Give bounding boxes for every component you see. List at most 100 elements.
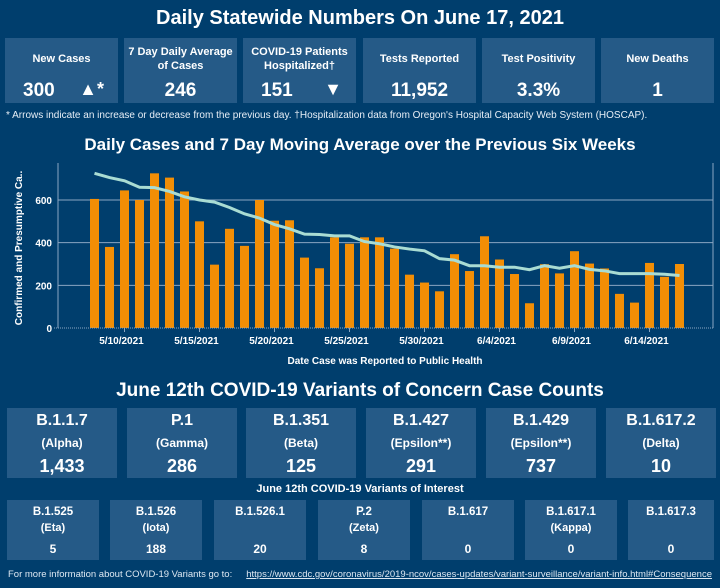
variant-name: B.1.427 bbox=[392, 412, 450, 429]
variant-count: 10 bbox=[650, 456, 672, 476]
variant-name: B.1.1.7 bbox=[36, 412, 88, 429]
variant-name: B.1.617.1 bbox=[546, 506, 596, 518]
x-tick-label: 5/25/2021 bbox=[324, 336, 369, 347]
variants-title: June 12th COVID-19 Variants of Concern C… bbox=[116, 380, 604, 401]
bar bbox=[150, 173, 159, 328]
bar bbox=[585, 263, 594, 328]
variant-interest-card: B.1.526.1 20 bbox=[214, 500, 306, 560]
kpi-value: 11,952 bbox=[390, 80, 449, 101]
y-tick-label: 0 bbox=[46, 324, 52, 335]
kpi-value: 3.3% bbox=[516, 80, 561, 101]
bar bbox=[480, 236, 489, 328]
bar bbox=[510, 274, 519, 328]
y-tick-label: 400 bbox=[35, 239, 52, 250]
footer-text: For more information about COVID-19 Vari… bbox=[8, 569, 233, 580]
variant-card: P.1 (Gamma) 286 bbox=[127, 408, 237, 478]
variant-card: B.1.427 (Epsilon**) 291 bbox=[366, 408, 476, 478]
down-arrow-icon: ▼ bbox=[324, 79, 342, 99]
bar bbox=[180, 191, 189, 328]
bar bbox=[525, 303, 534, 328]
footer: For more information about COVID-19 Vari… bbox=[8, 569, 712, 580]
bar bbox=[315, 268, 324, 328]
bar bbox=[390, 248, 399, 328]
bar bbox=[465, 271, 474, 328]
kpi-label: COVID-19 Patients Hospitalized† bbox=[251, 46, 348, 72]
variant-name: B.1.429 bbox=[512, 412, 570, 429]
kpi-card: Tests Reported 11,952 bbox=[363, 38, 476, 103]
variant-card: B.1.617.2 (Delta) 10 bbox=[606, 408, 716, 478]
bar bbox=[360, 237, 369, 328]
kpi-card: New Cases 300 ▲* bbox=[5, 38, 118, 103]
variant-name: B.1.526 bbox=[135, 506, 177, 518]
variant-interest-card: P.2 (Zeta) 8 bbox=[318, 500, 410, 560]
variant-count: 188 bbox=[145, 542, 167, 556]
variant-card: B.1.1.7 (Alpha) 1,433 bbox=[7, 408, 117, 478]
variants-interest-title: June 12th COVID-19 Variants of Interest bbox=[256, 483, 464, 495]
moving-average-line bbox=[94, 171, 680, 278]
variant-name: P.1 bbox=[171, 412, 193, 429]
footnote: * Arrows indicate an increase or decreas… bbox=[6, 110, 648, 121]
x-tick-label: 6/14/2021 bbox=[624, 336, 669, 347]
kpi-value: 1 bbox=[652, 80, 663, 101]
variant-interest-card: B.1.617.1 (Kappa) 0 bbox=[525, 500, 617, 560]
variant-greek: (Alpha) bbox=[41, 436, 83, 450]
bar bbox=[330, 237, 339, 328]
variant-count: 0 bbox=[464, 542, 472, 556]
variant-count: 737 bbox=[525, 456, 557, 476]
variant-name: B.1.526.1 bbox=[235, 506, 285, 518]
bar bbox=[195, 221, 204, 328]
bar bbox=[285, 220, 294, 328]
variant-card: B.1.429 (Epsilon**) 737 bbox=[486, 408, 596, 478]
x-tick-label: 6/9/2021 bbox=[552, 336, 591, 347]
bar bbox=[105, 246, 114, 328]
x-tick-label: 6/4/2021 bbox=[477, 336, 516, 347]
variant-greek: (Zeta) bbox=[349, 522, 379, 534]
variant-name: P.2 bbox=[356, 506, 372, 518]
variant-count: 1,433 bbox=[39, 456, 85, 476]
variant-count: 0 bbox=[567, 542, 575, 556]
bar bbox=[420, 282, 429, 328]
x-tick-label: 5/30/2021 bbox=[399, 336, 444, 347]
variant-greek: (Delta) bbox=[642, 436, 680, 450]
variant-count: 0 bbox=[667, 542, 675, 556]
bar bbox=[645, 262, 654, 328]
variant-name: B.1.617 bbox=[447, 506, 489, 518]
variant-count: 5 bbox=[49, 542, 57, 556]
y-axis-label: Confirmed and Presumptive Ca.. bbox=[14, 171, 25, 326]
bar bbox=[540, 264, 549, 328]
bar bbox=[555, 273, 564, 328]
x-tick-label: 5/15/2021 bbox=[174, 336, 219, 347]
cdc-variant-link[interactable]: https://www.cdc.gov/coronavirus/2019-nco… bbox=[246, 569, 712, 580]
x-tick-label: 5/20/2021 bbox=[249, 336, 294, 347]
variant-count: 125 bbox=[285, 456, 317, 476]
bar bbox=[210, 264, 219, 328]
bar bbox=[90, 198, 99, 328]
y-tick-label: 600 bbox=[35, 196, 52, 207]
variant-interest-card: B.1.525 (Eta) 5 bbox=[7, 500, 99, 560]
bar bbox=[120, 190, 129, 328]
bar bbox=[675, 264, 684, 328]
variant-count: 286 bbox=[166, 456, 198, 476]
bar bbox=[375, 237, 384, 328]
bar bbox=[615, 293, 624, 328]
variant-greek: (Iota) bbox=[142, 522, 170, 534]
variant-greek: (Beta) bbox=[283, 436, 318, 450]
bar bbox=[570, 251, 579, 328]
bar bbox=[660, 276, 669, 328]
variant-greek: (Kappa) bbox=[550, 522, 592, 534]
bar bbox=[225, 228, 234, 328]
bar bbox=[270, 220, 279, 328]
variant-greek: (Gamma) bbox=[155, 436, 208, 450]
kpi-card: 7 Day Daily Average of Cases 246 bbox=[124, 38, 237, 103]
kpi-card: New Deaths 1 bbox=[601, 38, 714, 103]
bar bbox=[600, 268, 609, 328]
variant-interest-card: B.1.617.3 0 bbox=[628, 500, 714, 560]
kpi-label: New Cases bbox=[32, 53, 91, 65]
bar bbox=[405, 274, 414, 328]
page-title: Daily Statewide Numbers On June 17, 2021 bbox=[156, 7, 564, 29]
variant-name: B.1.525 bbox=[32, 506, 74, 518]
variant-count: 8 bbox=[360, 542, 368, 556]
bar bbox=[135, 200, 144, 328]
cases-chart: Confirmed and Presumptive Ca.. 0 200 400 60… bbox=[14, 163, 714, 367]
variant-greek: (Epsilon**) bbox=[510, 436, 572, 450]
